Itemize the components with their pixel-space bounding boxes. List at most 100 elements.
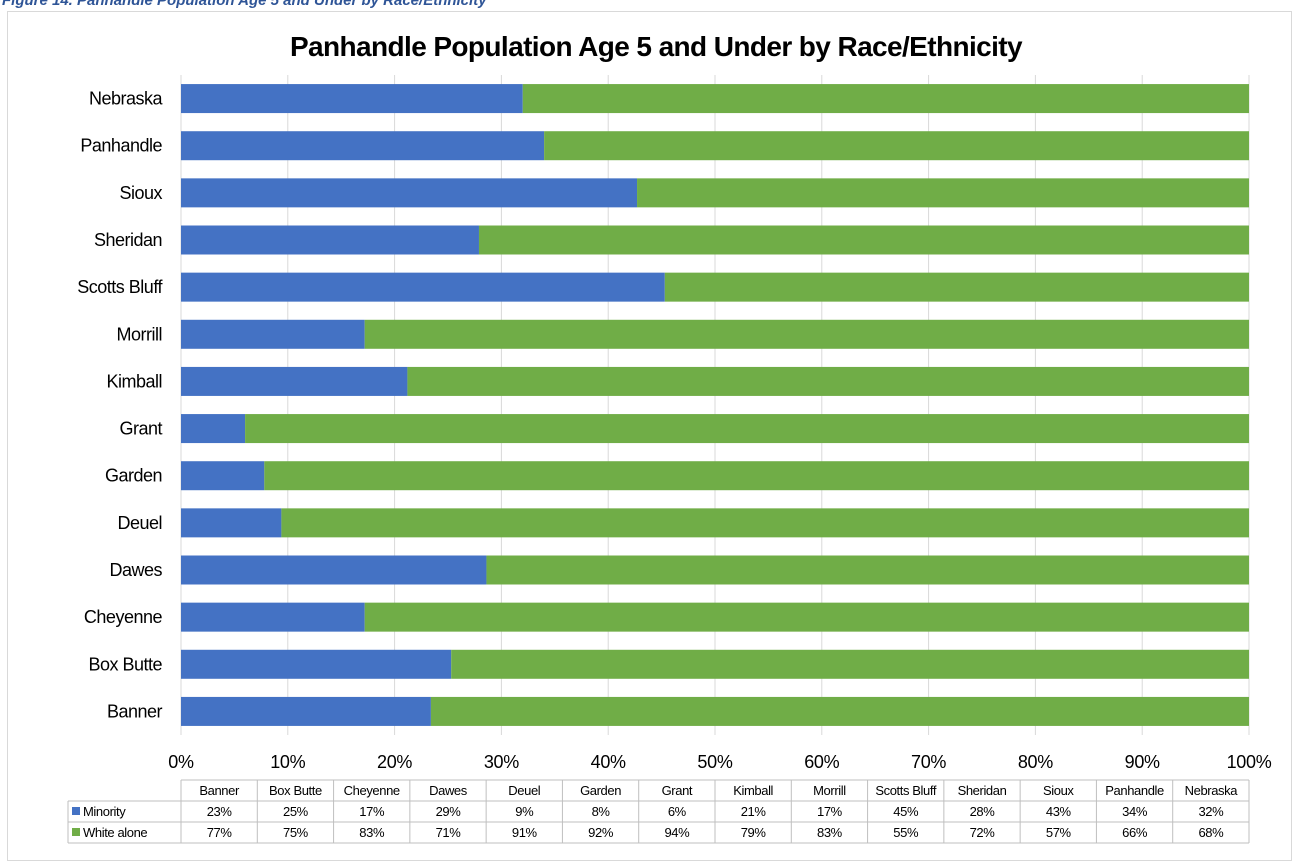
x-tick-label: 0%: [168, 752, 194, 772]
x-tick-label: 50%: [697, 752, 732, 772]
table-header-label: Scotts Bluff: [875, 783, 937, 798]
category-label: Garden: [105, 466, 162, 486]
table-value: 28%: [970, 804, 996, 819]
category-label: Panhandle: [80, 136, 162, 156]
legend-key-minority: [72, 807, 80, 815]
category-label: Grant: [119, 419, 162, 439]
table-value: 17%: [817, 804, 843, 819]
table-value: 68%: [1198, 825, 1224, 840]
bar-white-alone: [364, 602, 1249, 632]
bar-white-alone: [364, 319, 1249, 349]
table-header-label: Morrill: [813, 783, 846, 798]
table-value: 83%: [817, 825, 843, 840]
bar-white-alone: [245, 414, 1249, 444]
bar-minority: [181, 414, 246, 444]
table-header-label: Sioux: [1043, 783, 1074, 798]
table-value: 6%: [668, 804, 687, 819]
category-label: Sioux: [119, 183, 162, 203]
table-header-label: Cheyenne: [344, 783, 400, 798]
bar-white-alone: [478, 225, 1249, 255]
x-tick-label: 20%: [377, 752, 412, 772]
category-label: Banner: [107, 701, 163, 721]
table-value: 66%: [1122, 825, 1148, 840]
table-value: 21%: [741, 804, 767, 819]
table-value: 25%: [283, 804, 309, 819]
x-tick-label: 10%: [270, 752, 305, 772]
legend-label: Minority: [83, 804, 126, 819]
table-value: 23%: [207, 804, 233, 819]
bar-minority: [181, 649, 452, 679]
figure-caption: Figure 14. Panhandle Population Age 5 an…: [2, 0, 487, 9]
table-value: 57%: [1046, 825, 1072, 840]
x-tick-label: 60%: [804, 752, 839, 772]
table-header-label: Deuel: [508, 783, 540, 798]
bar-minority: [181, 461, 265, 491]
bar-minority: [181, 602, 365, 632]
x-tick-label: 30%: [484, 752, 519, 772]
table-header-label: Garden: [580, 783, 621, 798]
table-value: 92%: [588, 825, 614, 840]
table-value: 79%: [741, 825, 767, 840]
legend-key-white-alone: [72, 828, 80, 836]
chart: Panhandle Population Age 5 and Under by …: [67, 31, 1272, 844]
table-value: 17%: [359, 804, 385, 819]
table-value: 72%: [970, 825, 996, 840]
bar-minority: [181, 508, 282, 538]
table-header-label: Grant: [662, 783, 693, 798]
category-label: Sheridan: [94, 230, 162, 250]
table-header-label: Kimball: [733, 783, 773, 798]
table-value: 45%: [893, 804, 919, 819]
bar-white-alone: [486, 555, 1249, 585]
table-value: 9%: [515, 804, 534, 819]
table-value: 71%: [436, 825, 462, 840]
bar-white-alone: [451, 649, 1250, 679]
category-label: Scotts Bluff: [77, 277, 163, 297]
category-label: Cheyenne: [84, 607, 163, 627]
x-tick-label: 70%: [911, 752, 946, 772]
bar-minority: [181, 319, 365, 349]
table-header-label: Nebraska: [1185, 783, 1239, 798]
bar-white-alone: [264, 461, 1250, 491]
bar-minority: [181, 178, 638, 208]
bars: [181, 84, 1250, 726]
table-value: 75%: [283, 825, 309, 840]
bar-white-alone: [522, 84, 1249, 114]
x-tick-label: 100%: [1227, 752, 1272, 772]
table-value: 43%: [1046, 804, 1072, 819]
x-axis-ticks: 0% 10% 20% 30% 40% 50% 60% 70% 80% 90% 100%: [168, 752, 1272, 772]
table-value: 94%: [664, 825, 690, 840]
table-value: 8%: [592, 804, 611, 819]
table-header-label: Banner: [199, 783, 240, 798]
table-header-label: Sheridan: [958, 783, 1007, 798]
table-value: 91%: [512, 825, 538, 840]
bar-minority: [181, 555, 487, 585]
chart-frame: Panhandle Population Age 5 and Under by …: [7, 11, 1292, 861]
category-label: Dawes: [109, 560, 162, 580]
x-tick-label: 40%: [591, 752, 626, 772]
bar-minority: [181, 366, 408, 396]
table-value: 34%: [1122, 804, 1148, 819]
bar-minority: [181, 696, 431, 726]
bar-white-alone: [544, 131, 1249, 161]
bar-white-alone: [637, 178, 1249, 208]
x-tick-label: 90%: [1125, 752, 1160, 772]
legend-label: White alone: [83, 825, 147, 840]
table-value: 77%: [207, 825, 233, 840]
category-label: Morrill: [117, 324, 163, 344]
category-label: Deuel: [117, 513, 162, 533]
x-tick-label: 80%: [1018, 752, 1053, 772]
chart-title: Panhandle Population Age 5 and Under by …: [290, 31, 1023, 62]
gridlines: [180, 75, 1250, 735]
table-value: 83%: [359, 825, 385, 840]
bar-minority: [181, 272, 665, 302]
bar-white-alone: [281, 508, 1250, 538]
data-table: Banner Box Butte Cheyenne Dawes Deuel Garden G…: [67, 779, 1250, 844]
bar-minority: [181, 131, 545, 161]
bar-minority: [181, 225, 479, 255]
table-header-label: Panhandle: [1105, 783, 1164, 798]
bar-white-alone: [430, 696, 1249, 726]
category-label: Nebraska: [89, 89, 164, 109]
bar-minority: [181, 84, 523, 114]
table-header-label: Box Butte: [269, 783, 322, 798]
category-label: Kimball: [106, 371, 162, 391]
